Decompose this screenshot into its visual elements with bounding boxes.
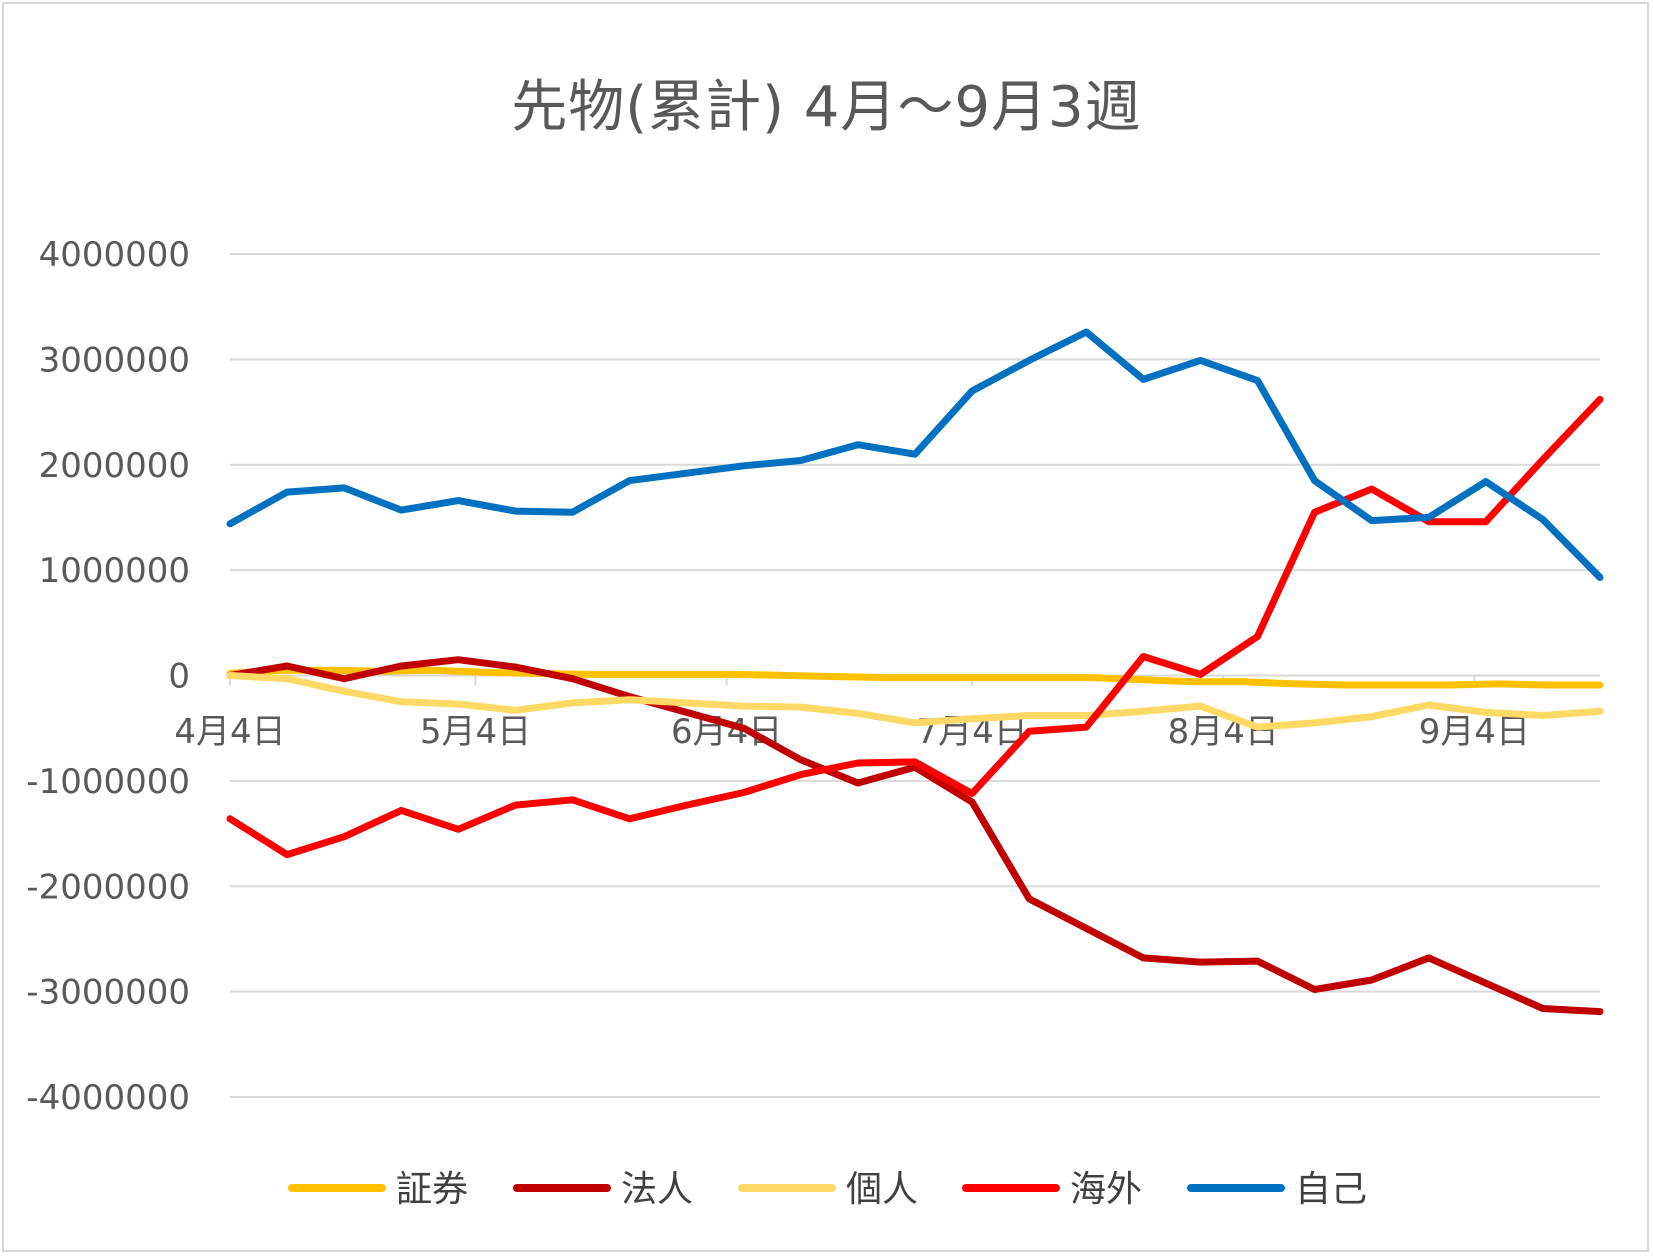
series-line-海外 [226, 395, 1604, 859]
legend-label: 自己 [1295, 1169, 1367, 1210]
legend-label: 証券 [396, 1169, 468, 1210]
series-line-法人 [226, 656, 1604, 1016]
y-tick-label: -4000000 [26, 1078, 190, 1118]
series-line-個人 [226, 672, 1604, 731]
series-line-自己 [226, 328, 1604, 581]
x-tick-label: 6月4日 [671, 712, 782, 752]
y-tick-label: 0 [168, 657, 190, 697]
x-tick-label: 5月4日 [420, 712, 531, 752]
series-line-証券 [226, 666, 1604, 689]
x-tick-label: 8月4日 [1168, 712, 1279, 752]
y-tick-label: -2000000 [26, 867, 190, 907]
y-tick-label: 4000000 [39, 235, 190, 275]
y-tick-label: 2000000 [39, 446, 190, 486]
y-tick-label: 1000000 [39, 551, 190, 591]
legend-label: 個人 [846, 1169, 918, 1210]
legend-label: 海外 [1070, 1169, 1142, 1210]
legend-label: 法人 [621, 1169, 693, 1210]
x-tick-label: 4月4日 [174, 712, 285, 752]
x-tick-label: 9月4日 [1419, 712, 1530, 752]
y-tick-label: -1000000 [26, 762, 190, 802]
y-tick-label: 3000000 [39, 340, 190, 380]
chart-title: 先物(累計) 4月～9月3週 [511, 75, 1142, 140]
y-tick-label: -3000000 [26, 973, 190, 1013]
